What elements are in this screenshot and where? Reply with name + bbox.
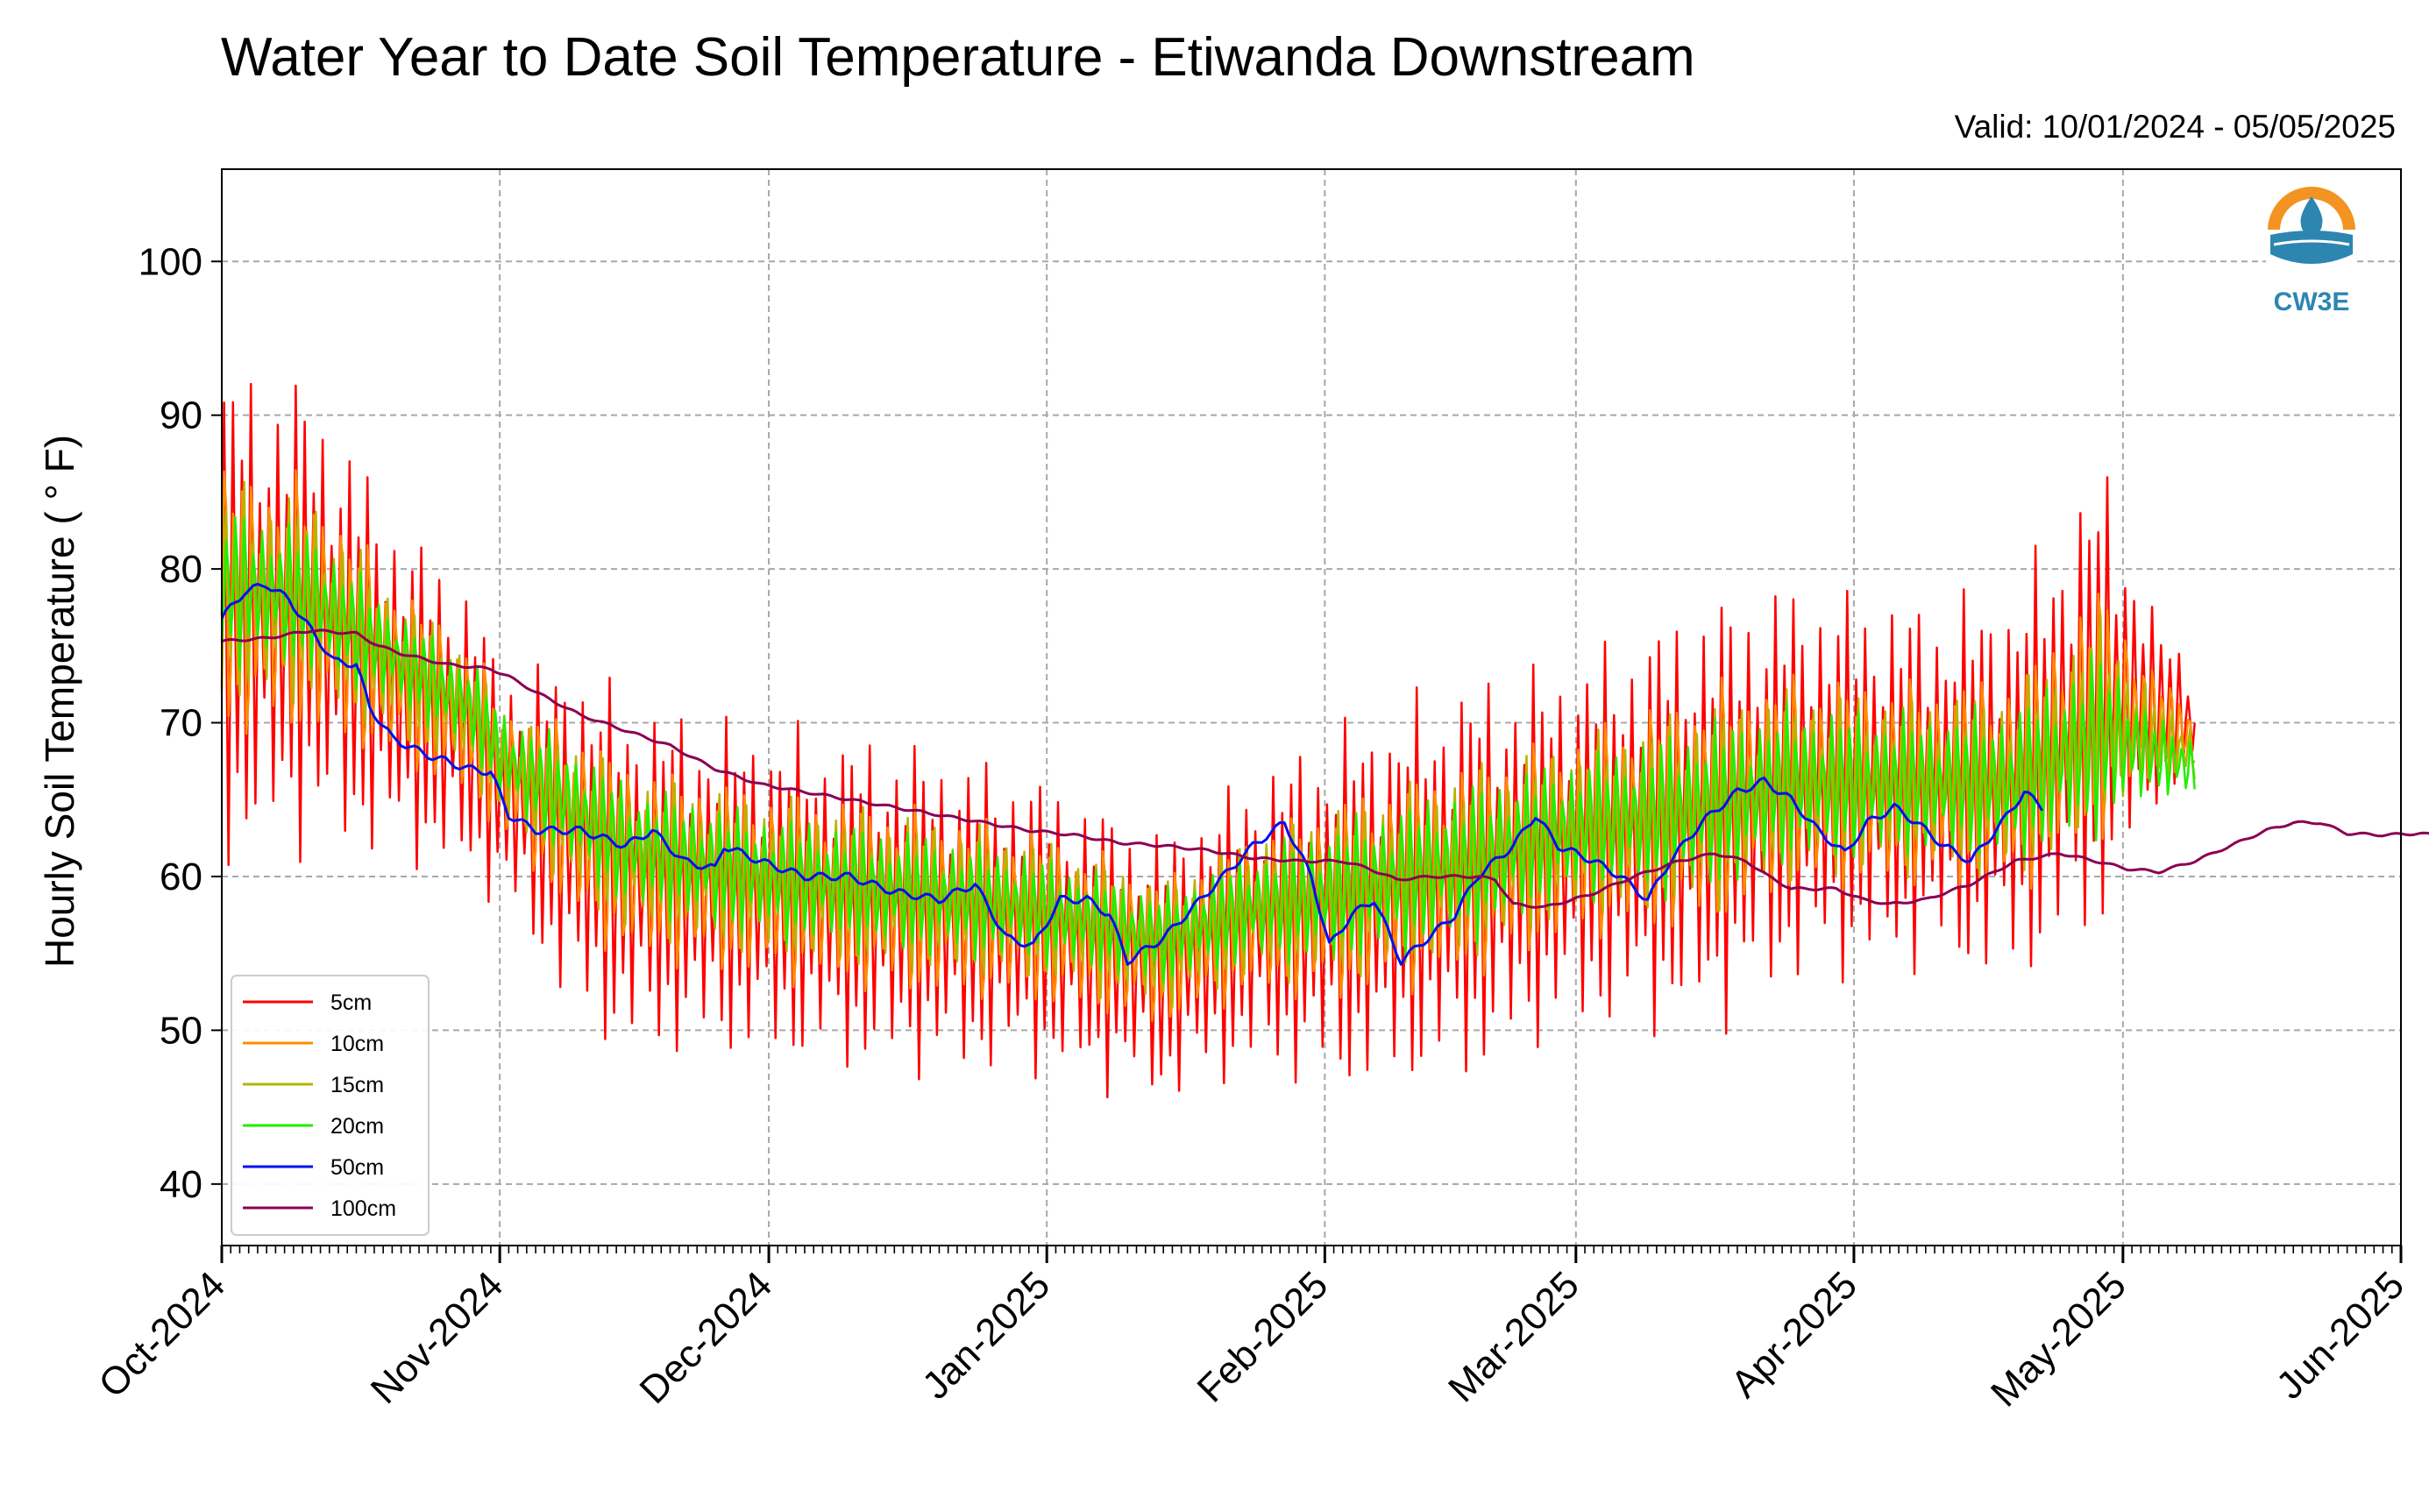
x-ticks: Oct-2024 Nov-2024 Dec-2024 Jan-2025 Feb-2025… [90,1246,2412,1415]
legend-label: 10cm [330,1032,384,1056]
x-tick-label: Jun-2025 [2269,1263,2412,1407]
x-tick-label: Jan-2025 [914,1263,1058,1407]
valid-date-range: Valid: 10/01/2024 - 05/05/2025 [1954,109,2396,145]
series-line-10cm [220,469,2196,1022]
legend-label: 50cm [330,1155,384,1180]
x-tick-label: Nov-2024 [363,1263,512,1412]
y-tick-label: 90 [160,394,202,437]
cw3e-logo-icon: CW3E [2266,187,2357,316]
x-tick-label: Oct-2024 [90,1263,233,1406]
series-line-20cm [220,515,2196,984]
x-tick-label: May-2025 [1983,1263,2134,1415]
legend-label: 20cm [330,1114,384,1139]
y-tick-label: 70 [160,702,202,745]
series-lines [220,382,2429,1099]
y-tick-label: 80 [160,548,202,591]
series-line-50cm [220,582,2044,966]
x-minor-ticks [221,1246,2402,1253]
legend-label: 5cm [330,990,372,1015]
x-tick-label: Apr-2025 [1722,1263,1865,1406]
series-line-5cm [220,382,2196,1099]
series-line-15cm [220,480,2196,1009]
legend: 5cm 10cm 15cm 20cm 50cm 100cm [231,975,430,1236]
plot-frame [221,168,2402,1246]
x-tick-label: Mar-2025 [1440,1263,1587,1410]
series-line-100cm [221,628,2429,909]
legend-label: 15cm [330,1073,384,1097]
x-tick-label: Dec-2024 [632,1263,781,1412]
chart-title: Water Year to Date Soil Temperature - Et… [221,27,1695,88]
legend-box [231,975,430,1236]
y-tick-label: 100 [138,240,202,283]
legend-label: 100cm [330,1196,396,1221]
y-tick-label: 60 [160,855,202,898]
logo-label: CW3E [2274,287,2350,316]
x-tick-label: Feb-2025 [1190,1263,1337,1410]
y-tick-label: 50 [160,1009,202,1052]
y-ticks: 40 50 60 70 80 90 100 [138,240,222,1206]
y-tick-label: 40 [160,1163,202,1206]
